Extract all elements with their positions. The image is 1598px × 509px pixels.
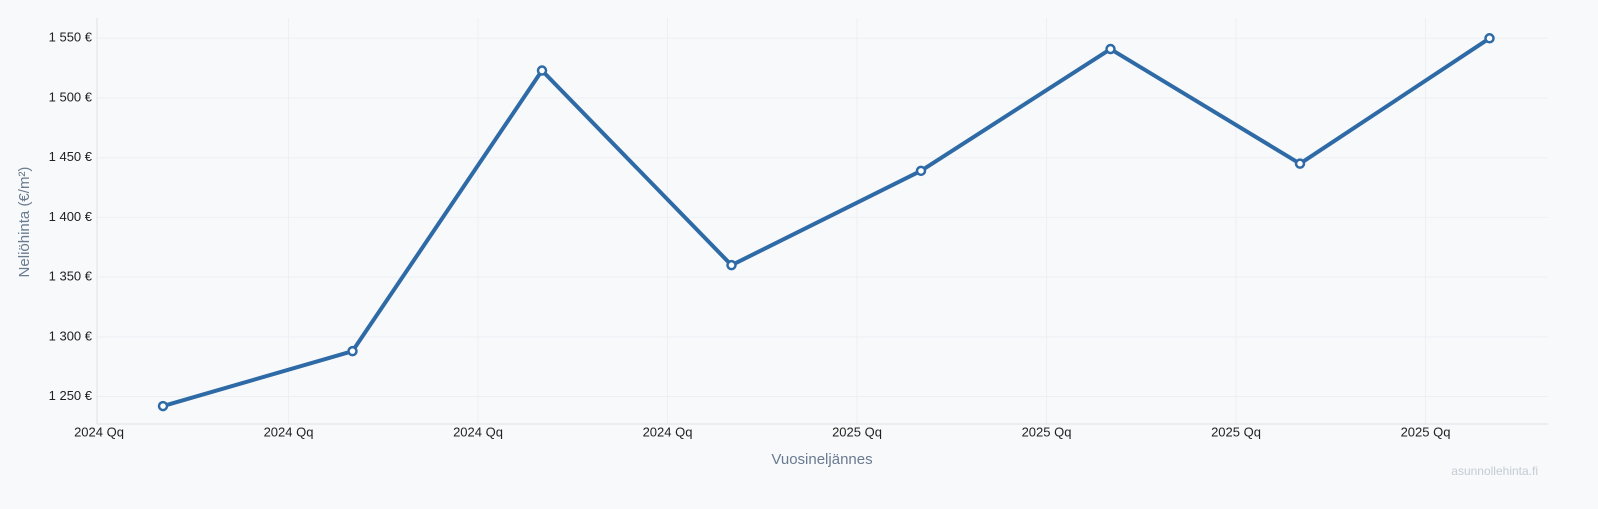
x-tick-label: 2025 Qq (1022, 424, 1072, 439)
point (1294, 158, 1306, 169)
y-tick-label: 1 350 € (49, 269, 93, 284)
point (1105, 43, 1116, 55)
x-tick-label: 2024 Qq (643, 424, 693, 439)
watermark: asunnollehinta.fi (1451, 464, 1538, 478)
y-tick-label: 1 400 € (49, 209, 93, 224)
y-tick-label: 1 550 € (49, 30, 93, 45)
x-tick-label: 2025 Qq (1211, 424, 1261, 439)
point (726, 259, 737, 271)
y-axis-title: Neliöhinta (€/m²) (16, 167, 33, 278)
y-tick-label: 1 300 € (49, 328, 93, 343)
point (157, 400, 169, 412)
point (1484, 33, 1495, 44)
point (915, 165, 927, 177)
x-tick-label: 2024 Qq (264, 424, 314, 439)
y-tick-label: 1 250 € (49, 388, 93, 403)
y-tick-label: 1 450 € (49, 149, 93, 164)
line (162, 36, 1491, 409)
point (536, 65, 548, 76)
x-tick-label: 2025 Qq (1401, 424, 1451, 439)
y-tick-label: 1 500 € (49, 89, 93, 104)
x-tick-label: 2024 Qq (453, 424, 503, 439)
x-axis-title: Vuosineljännes (771, 451, 872, 468)
x-tick-label: 2024 Qq (74, 424, 124, 439)
x-tick-label: 2025 Qq (832, 424, 882, 439)
point (347, 345, 358, 357)
